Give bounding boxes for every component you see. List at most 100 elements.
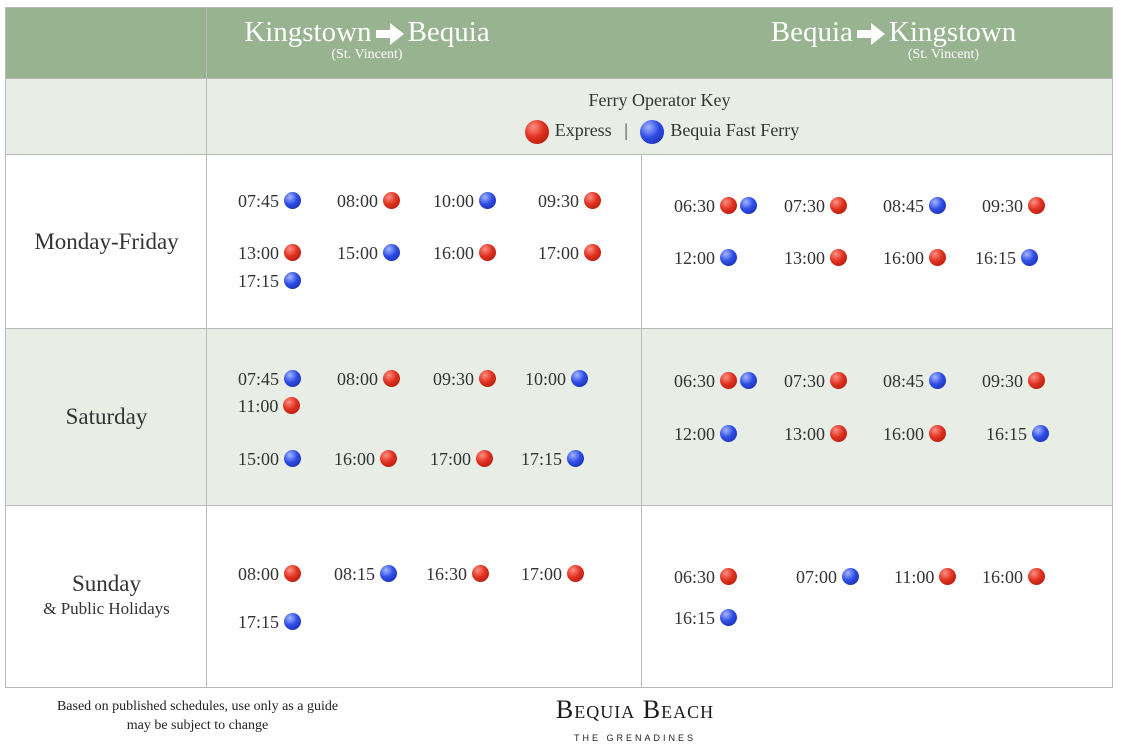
departure-time: 16:30 [426, 562, 490, 584]
time-text: 08:45 [883, 195, 925, 216]
time-text: 16:00 [433, 242, 475, 263]
blue-dot-icon [1032, 425, 1050, 443]
ferry-schedule-table: Kingstown Bequia (St. Vincent) Bequia King… [5, 7, 1113, 688]
departure-time: 09:30 [982, 369, 1046, 391]
time-text: 17:15 [238, 611, 280, 632]
divider [206, 79, 207, 154]
departure-time: 06:30 [674, 369, 758, 391]
key-fast-label: Bequia Fast Ferry [670, 120, 800, 140]
time-text: 16:15 [674, 607, 716, 628]
time-text: 15:00 [337, 242, 379, 263]
blue-dot-icon [720, 425, 738, 443]
time-text: 16:00 [334, 448, 376, 469]
time-text: 11:00 [238, 395, 279, 416]
departure-time: 16:15 [975, 246, 1039, 268]
time-text: 06:30 [674, 195, 716, 216]
red-dot-icon [939, 568, 957, 586]
time-text: 08:15 [334, 563, 376, 584]
red-dot-icon [1028, 372, 1046, 390]
red-dot-icon [1028, 568, 1046, 586]
blue-dot-icon [720, 609, 738, 627]
red-dot-icon [383, 192, 401, 210]
departure-time: 08:45 [883, 194, 947, 216]
red-dot-icon [476, 450, 494, 468]
time-text: 08:00 [238, 563, 280, 584]
departure-time: 15:00 [337, 241, 401, 263]
departure-time: 16:00 [334, 447, 398, 469]
departure-time: 08:00 [238, 562, 302, 584]
route-to: Bequia [407, 16, 490, 48]
route-note: (St. Vincent) [907, 47, 980, 62]
time-text: 07:45 [238, 368, 280, 389]
route-from: Kingstown [244, 16, 372, 48]
time-text: 07:30 [784, 370, 826, 391]
bequia-beach-logo: Bequia Beach THE GRENADINES [490, 695, 780, 743]
time-text: 17:15 [521, 448, 563, 469]
day-name: Sunday [72, 571, 141, 596]
departure-time: 12:00 [674, 422, 738, 444]
right-arrow-icon [856, 23, 885, 46]
day-label-sunday: Sunday & Public Holidays [6, 571, 207, 619]
time-text: 16:15 [986, 423, 1028, 444]
time-text: 07:45 [238, 190, 280, 211]
time-text: 17:00 [538, 242, 580, 263]
key-express-label: Express [554, 120, 612, 140]
departure-time: 07:45 [238, 189, 302, 211]
red-dot-icon [584, 192, 602, 210]
blue-dot-icon [380, 565, 398, 583]
time-text: 16:00 [883, 247, 925, 268]
time-text: 07:30 [784, 195, 826, 216]
time-text: 16:15 [975, 247, 1017, 268]
operator-key-row: Ferry Operator Key Express | Bequia Fast… [6, 79, 1112, 155]
key-separator: | [624, 120, 628, 140]
time-text: 12:00 [674, 423, 716, 444]
divider [641, 506, 642, 687]
divider [206, 506, 207, 687]
time-text: 06:30 [674, 566, 716, 587]
departure-time: 07:00 [796, 565, 860, 587]
disclaimer: Based on published schedules, use only a… [20, 697, 375, 735]
blue-dot-icon [284, 370, 302, 388]
route-title-outbound: Kingstown Bequia (St. Vincent) [207, 16, 527, 62]
red-dot-icon [567, 565, 585, 583]
time-text: 10:00 [525, 368, 567, 389]
red-dot-icon [284, 244, 302, 262]
departure-time: 11:00 [894, 565, 957, 587]
blue-dot-icon [284, 450, 302, 468]
red-dot-icon [479, 370, 497, 388]
key-title: Ferry Operator Key [588, 90, 731, 110]
logo-subtext: THE GRENADINES [573, 733, 696, 743]
red-dot-icon [584, 244, 602, 262]
time-text: 17:15 [238, 270, 280, 291]
day-label-saturday: Saturday [6, 404, 207, 430]
departure-time: 07:30 [784, 369, 848, 391]
time-text: 11:00 [894, 566, 935, 587]
time-text: 09:30 [982, 370, 1024, 391]
route-title-inbound: Bequia Kingstown (St. Vincent) [706, 16, 1081, 62]
time-text: 08:45 [883, 370, 925, 391]
blue-dot-icon [842, 568, 860, 586]
blue-dot-icon [1021, 249, 1039, 267]
saturday-row: Saturday 07:45 08:00 09:30 10:00 11:00 15:00 1… [6, 329, 1112, 506]
departure-time: 13:00 [784, 422, 848, 444]
red-dot-icon [283, 397, 301, 415]
right-arrow-icon [375, 23, 404, 46]
blue-dot-icon [720, 249, 738, 267]
departure-time: 07:45 [238, 367, 302, 389]
day-name: Saturday [65, 404, 148, 429]
day-subtitle: & Public Holidays [43, 599, 170, 618]
blue-dot-icon [740, 372, 758, 390]
time-text: 16:30 [426, 563, 468, 584]
divider [206, 8, 207, 78]
departure-time: 10:00 [525, 367, 589, 389]
time-text: 08:00 [337, 368, 379, 389]
route-to: Kingstown [888, 16, 1017, 48]
time-text: 13:00 [238, 242, 280, 263]
red-dot-icon [284, 565, 302, 583]
divider [206, 329, 207, 505]
red-dot-icon [830, 372, 848, 390]
weekday-row: Monday-Friday 07:45 08:00 10:00 09:30 13:00 1… [6, 155, 1112, 329]
disclaimer-line-1: Based on published schedules, use only a… [56, 699, 339, 714]
departure-time: 12:00 [674, 246, 738, 268]
time-text: 09:30 [538, 190, 580, 211]
